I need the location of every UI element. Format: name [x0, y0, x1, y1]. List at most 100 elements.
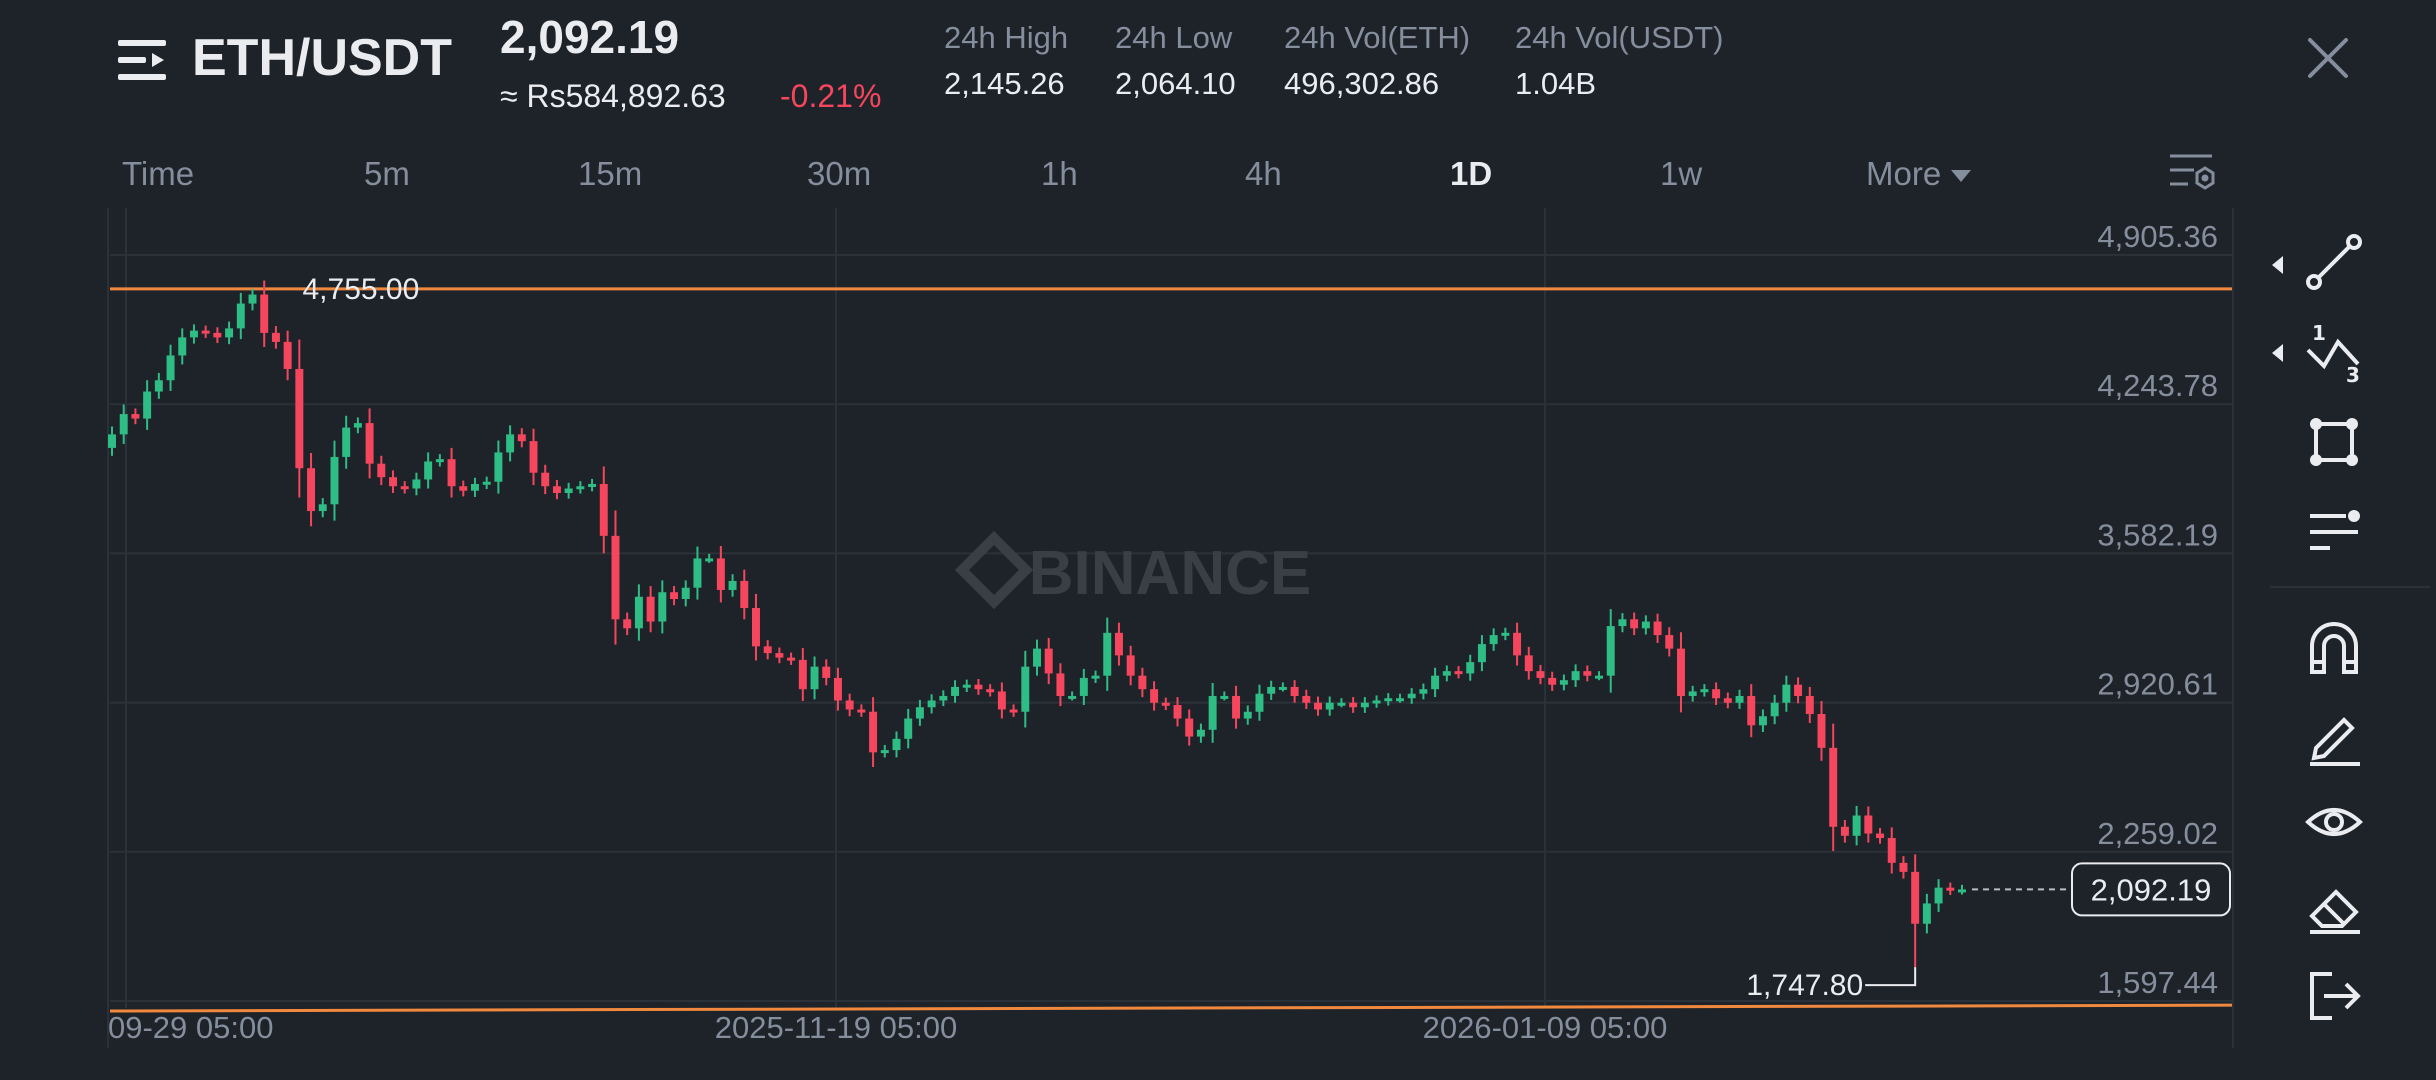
- candle: [1735, 695, 1744, 703]
- eye-icon[interactable]: [2302, 790, 2366, 854]
- trend-line-icon[interactable]: [2302, 230, 2366, 294]
- tab-4h[interactable]: 4h: [1245, 155, 1282, 192]
- indicator-lines-icon[interactable]: [2302, 498, 2366, 562]
- candle: [1782, 684, 1791, 703]
- candle: [1349, 702, 1358, 708]
- candle: [271, 332, 280, 342]
- magnet-icon[interactable]: [2302, 616, 2366, 680]
- candle: [1384, 698, 1393, 702]
- candle: [670, 592, 679, 599]
- candle: [1548, 677, 1557, 685]
- stat-24h-vol-eth-value: 496,302.86: [1284, 66, 1440, 101]
- candle: [1208, 695, 1217, 730]
- tab-more[interactable]: More: [1866, 155, 1972, 193]
- binance-logo-icon: [954, 530, 1034, 610]
- candle: [400, 486, 409, 490]
- candle: [1079, 677, 1088, 696]
- tab-1h[interactable]: 1h: [1041, 155, 1078, 192]
- tab-time[interactable]: Time: [122, 155, 195, 192]
- candle: [1395, 698, 1404, 702]
- exit-icon[interactable]: [2302, 964, 2366, 1028]
- candle: [892, 738, 901, 751]
- chart-settings-icon[interactable]: [2168, 150, 2218, 198]
- candle: [1431, 675, 1440, 690]
- candle: [1126, 655, 1135, 676]
- close-icon[interactable]: [2306, 36, 2350, 80]
- stat-24h-high-label: 24h High: [944, 20, 1069, 55]
- candle: [693, 558, 702, 588]
- candle: [763, 646, 772, 654]
- trading-pair[interactable]: ETH/USDT: [192, 29, 452, 87]
- candle: [131, 414, 140, 419]
- candle: [389, 477, 397, 487]
- rectangle-icon[interactable]: [2302, 410, 2366, 474]
- candle: [1618, 619, 1627, 627]
- expand-left-icon[interactable]: [2272, 344, 2283, 362]
- tab-1d[interactable]: 1D: [1450, 155, 1493, 192]
- candle: [283, 341, 292, 369]
- candle: [1934, 887, 1943, 904]
- candle: [1489, 635, 1498, 645]
- candle: [904, 718, 913, 739]
- tab-1w[interactable]: 1w: [1660, 155, 1703, 192]
- ticker-header: ETH/USDT 2,092.19 ≈ Rs584,892.63 -0.21% …: [0, 0, 2436, 140]
- candle: [646, 596, 655, 622]
- candle: [1583, 671, 1592, 676]
- candle: [634, 596, 643, 629]
- fibonacci-icon[interactable]: 1 3: [2302, 320, 2366, 384]
- candle: [236, 303, 245, 329]
- candle: [1419, 689, 1428, 694]
- toolbar-divider: [2270, 586, 2430, 588]
- candle: [506, 434, 515, 453]
- candle: [1887, 838, 1896, 863]
- candle: [1150, 689, 1159, 703]
- candle: [833, 677, 842, 701]
- candle: [377, 463, 386, 478]
- candle: [822, 666, 831, 678]
- candle: [1442, 671, 1451, 676]
- candle: [1876, 833, 1885, 839]
- candle: [353, 423, 362, 428]
- eraser-icon[interactable]: [2302, 876, 2366, 940]
- candle: [1852, 815, 1861, 836]
- candle: [1653, 621, 1662, 636]
- candlestick-chart[interactable]: BINANCE 4,755.00 1,747.80 4,905.36 4,243.78 3…: [0, 208, 2240, 1080]
- candle: [1606, 626, 1615, 676]
- tab-30m[interactable]: 30m: [807, 155, 872, 192]
- candle: [365, 423, 374, 464]
- y-axis-tick-label: 3,582.19: [2097, 517, 2218, 552]
- expand-left-icon[interactable]: [2272, 256, 2283, 274]
- candle: [1501, 632, 1510, 636]
- menu-lines-icon[interactable]: [118, 36, 170, 84]
- stat-24h-high-value: 2,145.26: [944, 66, 1065, 101]
- candle: [1700, 689, 1709, 693]
- candle: [1360, 702, 1369, 708]
- candle: [108, 434, 116, 448]
- y-axis-tick-label: 2,920.61: [2097, 667, 2218, 702]
- pencil-icon[interactable]: [2302, 704, 2366, 768]
- candle: [728, 580, 737, 590]
- candle: [447, 459, 456, 487]
- stat-24h-low-value: 2,064.10: [1115, 66, 1236, 101]
- support-trend-line: [109, 1003, 2233, 1013]
- drawing-toolbar: 1 3: [2260, 230, 2436, 1050]
- candle: [1466, 662, 1475, 674]
- interval-tabs: Time 5m 15m 30m 1h 4h 1D 1w More: [0, 145, 2270, 205]
- candle: [541, 472, 550, 487]
- candle: [681, 587, 690, 599]
- candle: [1138, 675, 1147, 690]
- candle: [705, 558, 714, 562]
- candle: [716, 558, 725, 590]
- tab-5m[interactable]: 5m: [364, 155, 410, 192]
- svg-text:3: 3: [2346, 363, 2360, 384]
- y-axis-tick-label: 4,243.78: [2097, 368, 2218, 403]
- x-axis-tick-label: 09-29 05:00: [108, 1010, 273, 1045]
- candle: [658, 592, 667, 622]
- candle: [330, 456, 339, 505]
- stat-24h-vol-usdt-value: 1.04B: [1515, 66, 1597, 101]
- candle: [1033, 648, 1041, 667]
- candle: [857, 709, 866, 713]
- stat-24h-vol-usdt-label: 24h Vol(USDT): [1515, 20, 1724, 55]
- tab-15m[interactable]: 15m: [578, 155, 643, 192]
- candle: [1068, 695, 1077, 699]
